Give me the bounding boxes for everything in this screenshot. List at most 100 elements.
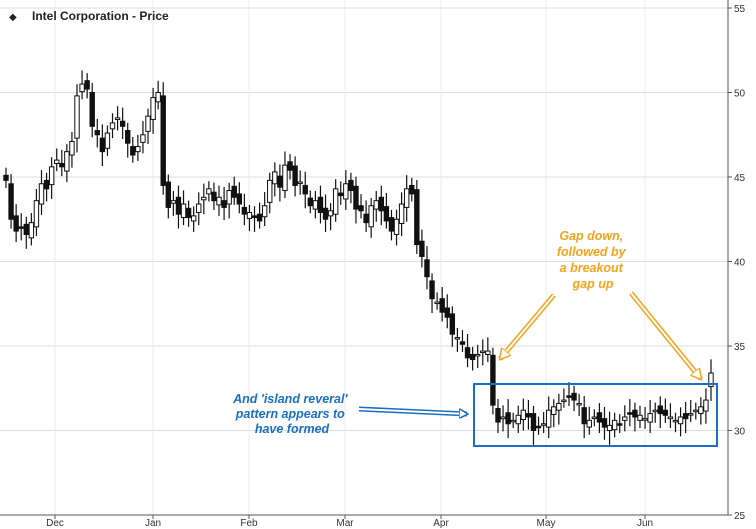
candle-body <box>155 92 161 103</box>
candle-body <box>622 416 628 421</box>
candle-body <box>414 189 420 246</box>
candle-body <box>571 392 577 401</box>
candle-body <box>363 213 369 224</box>
candle-body <box>353 185 359 210</box>
candle-body <box>698 406 704 415</box>
y-tick-labels: 25 30 35 40 45 50 55 <box>728 4 746 522</box>
candle-body <box>125 130 131 144</box>
candle-body <box>277 175 283 188</box>
candle-body <box>449 313 456 335</box>
candle-body <box>231 185 237 198</box>
x-tick-labels: Dec Jan Feb Mar Apr May Jun <box>46 515 653 529</box>
candle-body <box>312 200 319 210</box>
candle-body <box>236 193 243 205</box>
candle-body <box>596 412 603 423</box>
candle-body <box>586 419 592 428</box>
candle-body <box>454 337 461 340</box>
candle-body <box>206 188 212 195</box>
x-tick-label: Dec <box>46 518 64 529</box>
candle-body <box>510 419 516 423</box>
candle-body <box>424 259 430 278</box>
candle-body <box>160 95 166 186</box>
candle-body <box>474 353 481 357</box>
candle-body <box>180 203 187 219</box>
gap-down-arrow <box>498 293 556 359</box>
x-tick-label: Mar <box>336 518 354 529</box>
candle-body <box>64 151 70 172</box>
candle-body <box>292 165 298 186</box>
candle-body <box>495 408 501 423</box>
candle-body <box>145 115 151 132</box>
candle-body <box>459 341 466 345</box>
candle-body <box>515 414 521 425</box>
candle-body <box>211 191 217 202</box>
candle-body <box>256 213 263 222</box>
candle-body <box>332 188 339 215</box>
candle-body <box>327 210 334 217</box>
y-tick-label: 40 <box>734 258 746 269</box>
y-tick-label: 45 <box>734 173 746 184</box>
candle-body <box>535 425 542 429</box>
x-tick-label: Jun <box>637 518 653 529</box>
candle-body <box>302 184 308 195</box>
candle-body <box>165 181 172 208</box>
candle-body <box>703 399 709 412</box>
candle-body <box>28 222 35 239</box>
candle-body <box>378 196 385 212</box>
candle-body <box>485 350 491 355</box>
candle-body <box>581 407 587 425</box>
annotation-gaps: Gap down, followed by a breakout gap up <box>557 229 629 291</box>
candle-body <box>388 217 395 232</box>
candle-body <box>287 161 293 171</box>
candle-body <box>201 196 207 201</box>
candle-body <box>18 226 24 229</box>
candle-body <box>170 200 177 204</box>
island-box <box>473 383 718 447</box>
candle-body <box>94 130 100 136</box>
candle-body <box>682 413 689 420</box>
candle-body <box>464 347 471 359</box>
candle-body <box>611 419 618 431</box>
candle-body <box>48 166 55 186</box>
plot-background <box>0 0 728 515</box>
candle-body <box>469 353 476 361</box>
candle-body <box>530 413 537 432</box>
candle-body <box>652 409 658 413</box>
y-tick-label: 50 <box>734 89 746 100</box>
candle-body <box>500 416 506 420</box>
candle-body <box>693 409 699 413</box>
y-tick-label: 25 <box>734 511 746 522</box>
candle-body <box>419 240 425 257</box>
annotation-gaps-line: followed by <box>557 245 627 259</box>
candle-body <box>556 402 562 411</box>
chart-title: Intel Corporation - Price <box>32 9 169 23</box>
x-tick-label: Feb <box>240 518 258 529</box>
candle-body <box>190 215 197 222</box>
candle-body <box>150 97 156 121</box>
candle-body <box>74 95 80 139</box>
candle-body <box>99 137 106 153</box>
annotation-island-line: pattern appears to <box>235 407 345 421</box>
candle-body <box>13 215 19 232</box>
candle-body <box>444 307 450 318</box>
candle-body <box>140 134 146 143</box>
x-tick-label: Apr <box>433 518 449 529</box>
candle-body <box>688 413 694 416</box>
x-tick-label: Jan <box>145 518 161 529</box>
island-arrow <box>358 406 467 414</box>
candle-body <box>317 196 324 213</box>
candle-body <box>677 416 684 425</box>
candle-body <box>606 424 613 431</box>
candle-body <box>393 218 400 235</box>
candle-body <box>561 399 567 403</box>
annotation-island-line: have formed <box>255 422 330 436</box>
candle-body <box>119 120 126 127</box>
candle-body <box>109 122 116 130</box>
candle-body <box>708 372 714 388</box>
candle-body <box>637 414 643 421</box>
candle-body <box>221 200 227 208</box>
legend-marker: ◆ <box>9 12 17 23</box>
candle-body <box>69 141 75 156</box>
grid-layer <box>0 0 728 516</box>
candle-body <box>662 409 669 416</box>
